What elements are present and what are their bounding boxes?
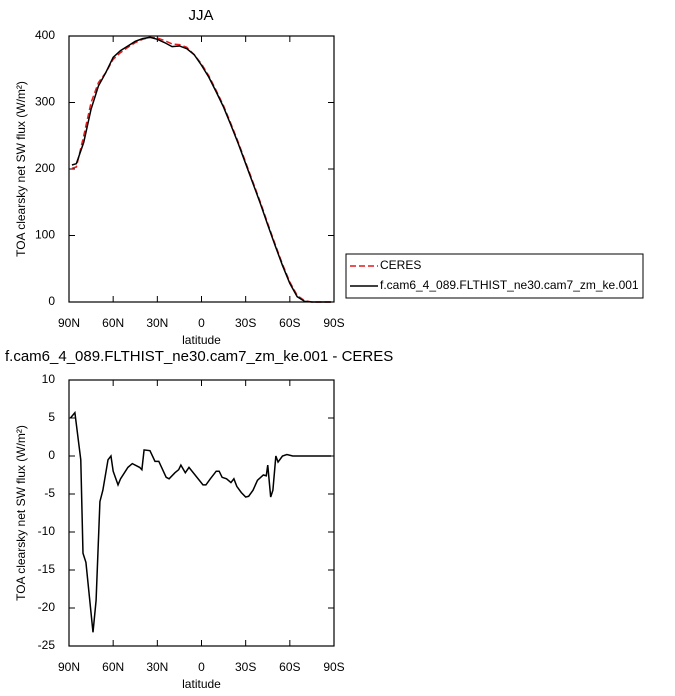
y-tick-label: -5: [44, 486, 55, 500]
x-tick-label: 30S: [235, 316, 256, 330]
x-tick-label: 60N: [102, 660, 124, 674]
x-tick-label: 90S: [323, 660, 344, 674]
legend-box: [345, 253, 644, 299]
y-tick-label: -20: [38, 600, 56, 614]
y-tick-label: 10: [42, 372, 56, 386]
y-tick-label: 5: [48, 410, 55, 424]
x-axis-label: latitude: [182, 677, 221, 691]
x-tick-label: 30S: [235, 660, 256, 674]
x-tick-label: 0: [198, 316, 205, 330]
x-tick-label: 0: [198, 660, 205, 674]
data-line: [71, 36, 332, 303]
legend-label: CERES: [380, 258, 421, 272]
y-tick-label: 300: [35, 95, 55, 109]
plot-frame: [68, 379, 335, 647]
y-tick-label: -10: [38, 524, 56, 538]
y-tick-label: 0: [48, 448, 55, 462]
y-axis-label: TOA clearsky net SW flux (W/m²): [14, 425, 28, 601]
chart-title: JJA: [188, 7, 213, 24]
y-tick-label: 0: [48, 294, 55, 308]
x-tick-label: 90N: [58, 660, 80, 674]
legend-label: f.cam6_4_089.FLTHIST_ne30.cam7_zm_ke.001: [380, 278, 639, 292]
chart-title: f.cam6_4_089.FLTHIST_ne30.cam7_zm_ke.001…: [5, 348, 393, 365]
x-axis-label: latitude: [182, 333, 221, 347]
y-axis-label: TOA clearsky net SW flux (W/m²): [14, 81, 28, 257]
x-tick-label: 60S: [279, 316, 300, 330]
data-line: [71, 36, 332, 303]
x-tick-label: 30N: [146, 316, 168, 330]
y-tick-label: 200: [35, 161, 55, 175]
y-tick-label: -15: [38, 562, 56, 576]
y-tick-label: -25: [38, 638, 56, 652]
data-line: [69, 410, 332, 633]
plot-frame: [68, 35, 335, 303]
x-tick-label: 90N: [58, 316, 80, 330]
x-tick-label: 90S: [323, 316, 344, 330]
x-tick-label: 60S: [279, 660, 300, 674]
x-tick-label: 60N: [102, 316, 124, 330]
y-tick-label: 100: [35, 228, 55, 242]
x-tick-label: 30N: [146, 660, 168, 674]
y-tick-label: 400: [35, 28, 55, 42]
